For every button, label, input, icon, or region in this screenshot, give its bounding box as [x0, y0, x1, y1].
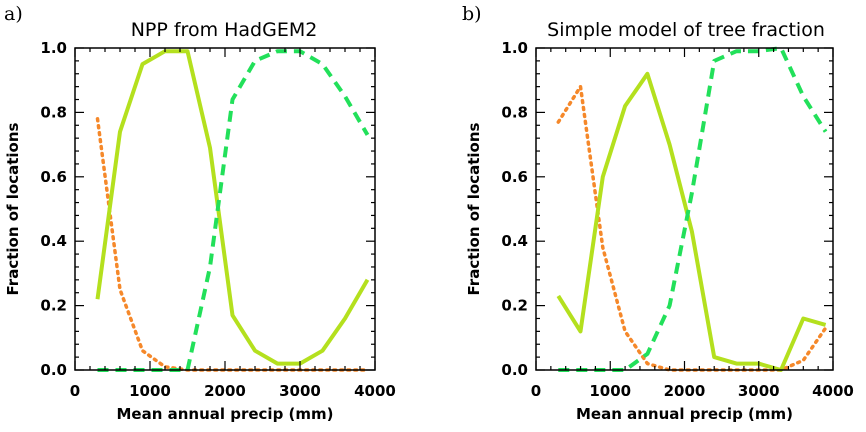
x-tick-label: 1000 [589, 382, 631, 400]
chart-panel-a: a) NPP from HadGEM2 0 1000 2000 3000 4000 0.0 0.… [4, 3, 396, 423]
y-tick-label: 0.0 [40, 361, 67, 379]
x-axis-label: Mean annual precip (mm) [576, 405, 793, 423]
y-tick-label: 0.4 [40, 232, 67, 250]
y-tick-label: 0.2 [40, 297, 67, 315]
plot-frame [74, 47, 376, 371]
x-tick-label: 0 [531, 382, 541, 400]
chart-title: NPP from HadGEM2 [131, 19, 318, 41]
panel-label: a) [4, 3, 23, 25]
chart-title: Simple model of tree fraction [547, 19, 825, 41]
y-tick-label: 0.0 [501, 361, 528, 379]
x-tick-label: 0 [70, 382, 80, 400]
y-axis-label: Fraction of locations [4, 122, 22, 295]
x-tick-label: 2000 [204, 382, 246, 400]
x-tick-label: 3000 [279, 382, 321, 400]
x-tick-label: 4000 [812, 382, 854, 400]
series-group [95, 49, 370, 372]
y-tick-label: 0.6 [501, 168, 528, 186]
series-line-dotted [95, 117, 370, 372]
chart-panel-b: b) Simple model of tree fraction 0 1000 2000… [462, 3, 854, 423]
x-tick-label: 4000 [354, 382, 396, 400]
x-tick-label: 1000 [129, 382, 171, 400]
y-tick-label: 0.8 [501, 103, 528, 121]
y-tick-label: 1.0 [40, 39, 67, 57]
panel-label: b) [462, 3, 482, 25]
y-tick-label: 0.6 [40, 168, 67, 186]
y-tick-label: 0.2 [501, 297, 528, 315]
series-group [556, 46, 828, 372]
y-tick-label: 0.4 [501, 232, 528, 250]
x-axis-label: Mean annual precip (mm) [116, 405, 333, 423]
x-tick-label: 3000 [738, 382, 780, 400]
series-line-dashed [97, 49, 370, 372]
y-tick-label: 1.0 [501, 39, 528, 57]
y-tick-label: 0.8 [40, 103, 67, 121]
series-line-solid [95, 49, 370, 366]
y-axis-label: Fraction of locations [465, 122, 483, 295]
x-tick-label: 2000 [664, 382, 706, 400]
